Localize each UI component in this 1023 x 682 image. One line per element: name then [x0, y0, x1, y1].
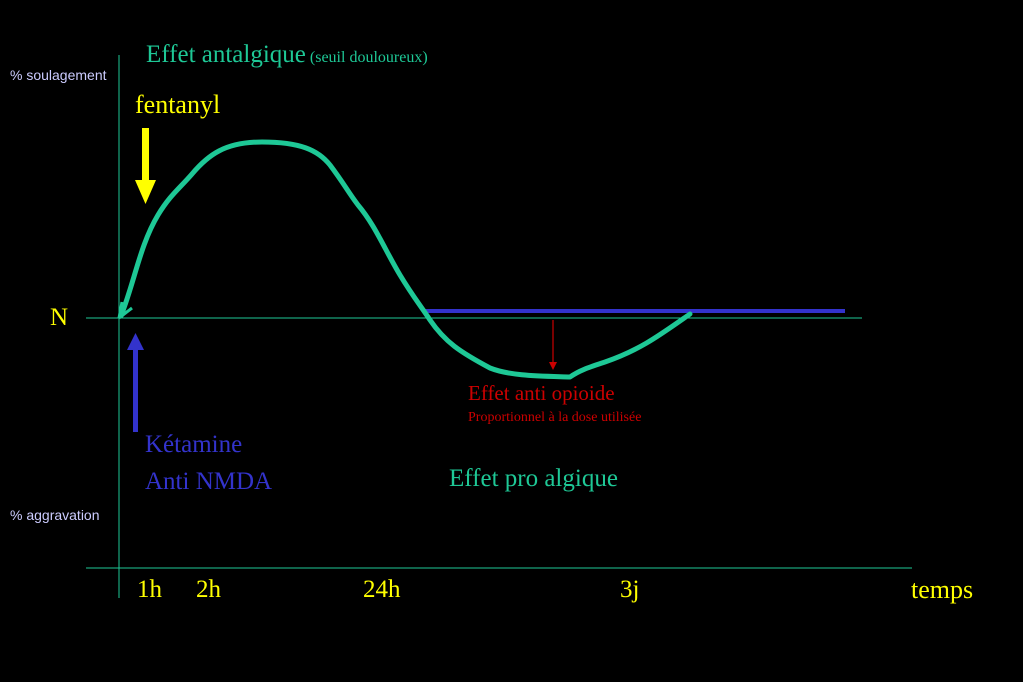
title-main: Effet antalgique — [146, 41, 306, 68]
title-sub: (seuil douloureux) — [309, 49, 428, 66]
y-axis-top-label: % soulagement — [10, 67, 107, 83]
diagram-title: Effet antalgique (seuil douloureux) — [146, 42, 428, 67]
x-tick-2h: 2h — [196, 576, 221, 603]
pro-algic-label: Effet pro algique — [449, 465, 618, 492]
baseline-label: N — [50, 304, 69, 331]
ketamine-arrow — [127, 333, 144, 432]
x-tick-1h: 1h — [137, 576, 162, 603]
effect-curve — [118, 139, 693, 380]
anti-opioid-sublabel: Proportionnel à la dose utilisée — [468, 410, 642, 425]
anti-nmda-label: Anti NMDA — [145, 468, 273, 495]
fentanyl-arrow — [135, 128, 156, 204]
fentanyl-label: fentanyl — [135, 90, 221, 119]
curve-arrowhead — [117, 301, 133, 320]
anti-opioid-label: Effet anti opioide — [468, 381, 615, 405]
ketamine-label: Kétamine — [145, 431, 243, 458]
anti-opioid-arrow — [549, 320, 557, 370]
y-axis-bottom-label: % aggravation — [10, 507, 100, 523]
x-tick-3j: 3j — [620, 576, 640, 603]
x-tick-24h: 24h — [363, 576, 401, 603]
x-axis-label: temps — [911, 575, 974, 604]
